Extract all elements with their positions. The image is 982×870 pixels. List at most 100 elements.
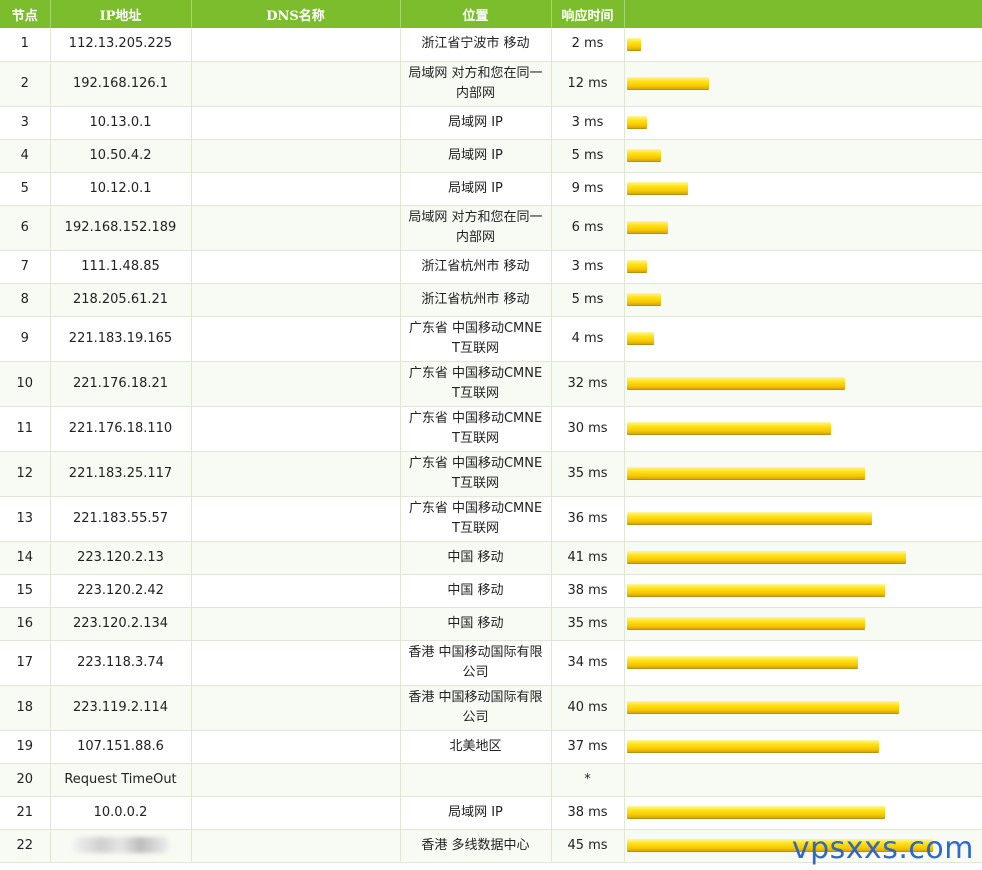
response-time-cell: 41 ms [551, 541, 625, 575]
latency-bar [626, 656, 858, 669]
response-time-cell: 35 ms [551, 451, 625, 497]
table-row: 3 10.13.0.1 局域网 IP 3 ms [0, 106, 982, 140]
table-body: 1 112.13.205.225 浙江省宁波市 移动 2 ms 2 192.168.126… [0, 28, 982, 863]
table-row: 10 221.176.18.21 广东省 中国移动CMNET互联网 32 ms [0, 361, 982, 407]
dns-cell [191, 829, 401, 863]
bar-cell [624, 139, 982, 173]
response-time-cell: 3 ms [551, 250, 625, 284]
response-time-cell: 40 ms [551, 685, 625, 731]
bar-cell [624, 829, 982, 863]
bar-cell [624, 640, 982, 686]
latency-bar [626, 701, 899, 714]
table-row: 17 223.118.3.74 香港 中国移动国际有限公司 34 ms [0, 640, 982, 686]
table-row: 1 112.13.205.225 浙江省宁波市 移动 2 ms [0, 28, 982, 62]
location-cell: 浙江省宁波市 移动 [400, 28, 552, 62]
bar-cell [624, 607, 982, 641]
bar-cell [624, 685, 982, 731]
location-cell: 香港 中国移动国际有限公司 [400, 640, 552, 686]
ip-cell: 223.120.2.42 [50, 574, 192, 608]
latency-bar [626, 260, 647, 273]
bar-cell [624, 541, 982, 575]
response-time-cell: 38 ms [551, 574, 625, 608]
location-cell: 局域网 IP [400, 106, 552, 140]
response-time-cell: 9 ms [551, 172, 625, 206]
response-time-cell: 32 ms [551, 361, 625, 407]
node-cell: 1 [0, 28, 51, 62]
table-row: 14 223.120.2.13 中国 移动 41 ms [0, 541, 982, 575]
dns-cell [191, 640, 401, 686]
location-cell [400, 763, 552, 797]
table-row: 20 Request TimeOut * [0, 763, 982, 797]
latency-bar [626, 221, 668, 234]
bar-cell [624, 28, 982, 62]
ip-cell: 221.176.18.110 [50, 406, 192, 452]
ip-cell: 192.168.126.1 [50, 61, 192, 107]
ip-cell: 218.205.61.21 [50, 283, 192, 317]
dns-cell [191, 607, 401, 641]
ip-cell: 112.13.205.225 [50, 28, 192, 62]
ip-cell: 221.183.55.57 [50, 496, 192, 542]
location-cell: 广东省 中国移动CMNET互联网 [400, 316, 552, 362]
location-cell: 中国 移动 [400, 574, 552, 608]
redacted-ip [72, 837, 169, 853]
dns-cell [191, 28, 401, 62]
table-row: 12 221.183.25.117 广东省 中国移动CMNET互联网 35 ms [0, 451, 982, 497]
bar-cell [624, 283, 982, 317]
response-time-cell: 5 ms [551, 139, 625, 173]
response-time-cell: 3 ms [551, 106, 625, 140]
node-cell: 6 [0, 205, 51, 251]
table-row: 15 223.120.2.42 中国 移动 38 ms [0, 574, 982, 608]
node-cell: 20 [0, 763, 51, 797]
table-row: 19 107.151.88.6 北美地区 37 ms [0, 730, 982, 764]
node-cell: 12 [0, 451, 51, 497]
ip-cell: 10.13.0.1 [50, 106, 192, 140]
node-cell: 10 [0, 361, 51, 407]
location-cell: 局域网 对方和您在同一内部网 [400, 61, 552, 107]
bar-cell [624, 250, 982, 284]
dns-cell [191, 574, 401, 608]
ip-cell: 223.120.2.13 [50, 541, 192, 575]
latency-bar [626, 617, 865, 630]
response-time-cell: 30 ms [551, 406, 625, 452]
bar-cell [624, 574, 982, 608]
ip-cell: 10.50.4.2 [50, 139, 192, 173]
ip-cell: Request TimeOut [50, 763, 192, 797]
header-dns: DNS名称 [191, 0, 401, 28]
table-row: 4 10.50.4.2 局域网 IP 5 ms [0, 139, 982, 173]
response-time-cell: 2 ms [551, 28, 625, 62]
location-cell: 局域网 IP [400, 172, 552, 206]
node-cell: 22 [0, 829, 51, 863]
location-cell: 局域网 IP [400, 139, 552, 173]
response-time-cell: * [551, 763, 625, 797]
ip-cell: 192.168.152.189 [50, 205, 192, 251]
location-cell: 广东省 中国移动CMNET互联网 [400, 361, 552, 407]
node-cell: 11 [0, 406, 51, 452]
table-row: 11 221.176.18.110 广东省 中国移动CMNET互联网 30 ms [0, 406, 982, 452]
table-row: 2 192.168.126.1 局域网 对方和您在同一内部网 12 ms [0, 61, 982, 107]
bar-cell [624, 763, 982, 797]
bar-cell [624, 61, 982, 107]
table-row: 9 221.183.19.165 广东省 中国移动CMNET互联网 4 ms [0, 316, 982, 362]
dns-cell [191, 61, 401, 107]
location-cell: 浙江省杭州市 移动 [400, 283, 552, 317]
ip-cell: 221.183.19.165 [50, 316, 192, 362]
dns-cell [191, 496, 401, 542]
node-cell: 5 [0, 172, 51, 206]
bar-cell [624, 316, 982, 362]
latency-bar [626, 422, 831, 435]
latency-bar [626, 332, 654, 345]
ip-cell: 223.119.2.114 [50, 685, 192, 731]
node-cell: 2 [0, 61, 51, 107]
node-cell: 15 [0, 574, 51, 608]
bar-cell [624, 205, 982, 251]
node-cell: 18 [0, 685, 51, 731]
header-node: 节点 [0, 0, 51, 28]
header-bar [624, 0, 982, 28]
node-cell: 14 [0, 541, 51, 575]
location-cell: 浙江省杭州市 移动 [400, 250, 552, 284]
bar-cell [624, 730, 982, 764]
node-cell: 3 [0, 106, 51, 140]
table-row: 13 221.183.55.57 广东省 中国移动CMNET互联网 36 ms [0, 496, 982, 542]
location-cell: 中国 移动 [400, 541, 552, 575]
